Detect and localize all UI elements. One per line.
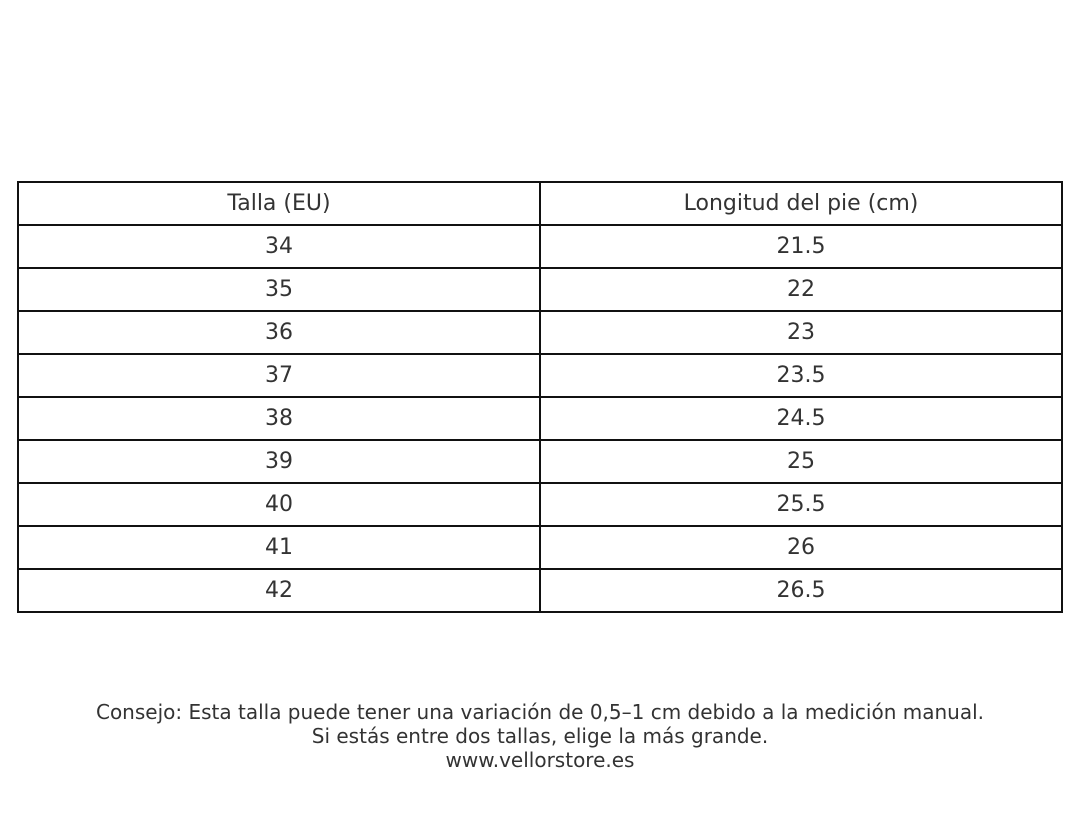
table-cell: 26.5 <box>539 568 1063 613</box>
table-row: 37 23.5 <box>17 353 1063 398</box>
table-cell: 42 <box>17 568 541 613</box>
footer-line: Si estás entre dos tallas, elige la más … <box>311 724 769 748</box>
footer: Consejo: Esta talla puede tener una vari… <box>0 700 1080 772</box>
table-cell: 24.5 <box>539 396 1063 441</box>
table-cell: 40 <box>17 482 541 527</box>
table-cell: 34 <box>17 224 541 269</box>
footer-line: www.vellorstore.es <box>445 748 635 772</box>
footer-line: Consejo: Esta talla puede tener una vari… <box>95 700 984 724</box>
table-cell: 35 <box>17 267 541 312</box>
table-cell: 41 <box>17 525 541 570</box>
table-row: 35 22 <box>17 267 1063 312</box>
table-row: 39 25 <box>17 439 1063 484</box>
table-cell: 39 <box>17 439 541 484</box>
header-cell: Talla (EU) <box>17 181 541 226</box>
table-row: 38 24.5 <box>17 396 1063 441</box>
header-row: Talla (EU) Longitud del pie (cm) <box>17 181 1063 226</box>
table-cell: 22 <box>539 267 1063 312</box>
table-cell: 37 <box>17 353 541 398</box>
table-cell: 25 <box>539 439 1063 484</box>
header-cell: Longitud del pie (cm) <box>539 181 1063 226</box>
table-row: 41 26 <box>17 525 1063 570</box>
table-row: 42 26.5 <box>17 568 1063 613</box>
table-cell: 23 <box>539 310 1063 355</box>
table-cell: 23.5 <box>539 353 1063 398</box>
table-cell: 26 <box>539 525 1063 570</box>
table-body: 34 21.5 35 22 36 23 37 23.5 38 24.5 39 25 40 25.5 41 26… <box>17 224 1063 613</box>
table-row: 40 25.5 <box>17 482 1063 527</box>
table-cell: 36 <box>17 310 541 355</box>
size-table: Talla (EU) Longitud del pie (cm) 34 21.5 3… <box>17 181 1063 613</box>
table-cell: 25.5 <box>539 482 1063 527</box>
table-row: 34 21.5 <box>17 224 1063 269</box>
table-cell: 21.5 <box>539 224 1063 269</box>
table-cell: 38 <box>17 396 541 441</box>
table-row: 36 23 <box>17 310 1063 355</box>
